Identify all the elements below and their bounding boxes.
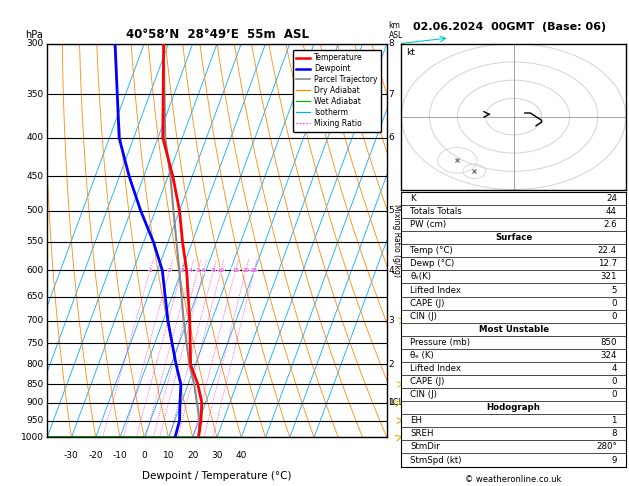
Text: K: K <box>410 194 416 203</box>
Text: Totals Totals: Totals Totals <box>410 207 462 216</box>
Text: LCL: LCL <box>389 399 404 407</box>
Text: 300: 300 <box>26 39 44 48</box>
Text: 400: 400 <box>26 133 44 142</box>
Text: 3: 3 <box>389 316 394 325</box>
Text: 750: 750 <box>26 339 44 348</box>
Text: 4: 4 <box>389 266 394 275</box>
Text: 500: 500 <box>26 206 44 215</box>
Text: 8: 8 <box>611 429 617 438</box>
Text: 950: 950 <box>26 416 44 425</box>
Text: 1: 1 <box>148 268 152 273</box>
Text: 6: 6 <box>389 133 394 142</box>
Text: km
ASL: km ASL <box>389 21 403 40</box>
Text: 0: 0 <box>611 312 617 321</box>
Text: 8: 8 <box>212 268 215 273</box>
Text: EH: EH <box>410 417 422 425</box>
Text: 450: 450 <box>26 172 44 181</box>
Text: 22.4: 22.4 <box>598 246 617 255</box>
Text: 700: 700 <box>26 316 44 325</box>
Text: 7: 7 <box>389 89 394 99</box>
Text: Surface: Surface <box>495 233 532 242</box>
Text: 2: 2 <box>389 360 394 369</box>
Text: 40: 40 <box>236 451 247 460</box>
Text: θₑ (K): θₑ (K) <box>410 351 434 360</box>
Text: 0: 0 <box>611 377 617 386</box>
Text: 12.7: 12.7 <box>598 260 617 268</box>
Text: 1: 1 <box>611 417 617 425</box>
Text: Pressure (mb): Pressure (mb) <box>410 338 470 347</box>
Text: 600: 600 <box>26 266 44 275</box>
Text: 850: 850 <box>26 380 44 389</box>
Text: SREH: SREH <box>410 429 434 438</box>
Text: 350: 350 <box>26 89 44 99</box>
Text: 4: 4 <box>611 364 617 373</box>
Text: hPa: hPa <box>25 30 43 40</box>
Text: 321: 321 <box>600 273 617 281</box>
Text: © weatheronline.co.uk: © weatheronline.co.uk <box>465 474 562 484</box>
Text: StmSpd (kt): StmSpd (kt) <box>410 455 462 465</box>
Text: 850: 850 <box>600 338 617 347</box>
Text: 550: 550 <box>26 238 44 246</box>
Text: 30: 30 <box>211 451 223 460</box>
Text: Lifted Index: Lifted Index <box>410 286 461 295</box>
Text: CIN (J): CIN (J) <box>410 390 437 399</box>
Text: 2: 2 <box>168 268 172 273</box>
Text: 4: 4 <box>189 268 192 273</box>
Text: Hodograph: Hodograph <box>487 403 540 412</box>
Text: 20: 20 <box>242 268 249 273</box>
Text: 10: 10 <box>218 268 225 273</box>
Legend: Temperature, Dewpoint, Parcel Trajectory, Dry Adiabat, Wet Adiabat, Isotherm, Mi: Temperature, Dewpoint, Parcel Trajectory… <box>292 50 381 132</box>
Text: 5: 5 <box>389 206 394 215</box>
Text: 8: 8 <box>389 39 394 48</box>
Text: 5: 5 <box>196 268 199 273</box>
Text: 650: 650 <box>26 292 44 301</box>
Text: StmDir: StmDir <box>410 442 440 451</box>
Text: CIN (J): CIN (J) <box>410 312 437 321</box>
Text: kt: kt <box>406 48 415 57</box>
Text: 15: 15 <box>232 268 239 273</box>
Text: 1: 1 <box>389 399 394 407</box>
Text: 5: 5 <box>611 286 617 295</box>
Text: Dewp (°C): Dewp (°C) <box>410 260 455 268</box>
Text: 44: 44 <box>606 207 617 216</box>
Text: Most Unstable: Most Unstable <box>479 325 548 334</box>
Text: PW (cm): PW (cm) <box>410 220 447 229</box>
Text: θₑ(K): θₑ(K) <box>410 273 431 281</box>
Title: 40°58’N  28°49’E  55m  ASL: 40°58’N 28°49’E 55m ASL <box>126 28 308 41</box>
Text: 0: 0 <box>142 451 147 460</box>
Text: Dewpoint / Temperature (°C): Dewpoint / Temperature (°C) <box>142 471 292 481</box>
Text: -20: -20 <box>89 451 103 460</box>
Text: 800: 800 <box>26 360 44 369</box>
Text: 9: 9 <box>611 455 617 465</box>
Text: 20: 20 <box>187 451 198 460</box>
Text: 24: 24 <box>606 194 617 203</box>
Text: 6: 6 <box>202 268 206 273</box>
Text: 3: 3 <box>180 268 184 273</box>
Text: 0: 0 <box>611 298 617 308</box>
Text: 0: 0 <box>611 390 617 399</box>
Text: 10: 10 <box>163 451 174 460</box>
Text: 1000: 1000 <box>21 433 44 442</box>
Text: 280°: 280° <box>596 442 617 451</box>
Text: Mixing Ratio (g/kg): Mixing Ratio (g/kg) <box>392 204 401 277</box>
Text: 02.06.2024  00GMT  (Base: 06): 02.06.2024 00GMT (Base: 06) <box>413 22 606 32</box>
Text: -10: -10 <box>113 451 127 460</box>
Text: -30: -30 <box>64 451 79 460</box>
Text: 25: 25 <box>251 268 258 273</box>
Text: 2.6: 2.6 <box>603 220 617 229</box>
Text: CAPE (J): CAPE (J) <box>410 298 445 308</box>
Text: CAPE (J): CAPE (J) <box>410 377 445 386</box>
Text: Lifted Index: Lifted Index <box>410 364 461 373</box>
Text: 324: 324 <box>600 351 617 360</box>
Text: 900: 900 <box>26 399 44 407</box>
Text: Temp (°C): Temp (°C) <box>410 246 453 255</box>
